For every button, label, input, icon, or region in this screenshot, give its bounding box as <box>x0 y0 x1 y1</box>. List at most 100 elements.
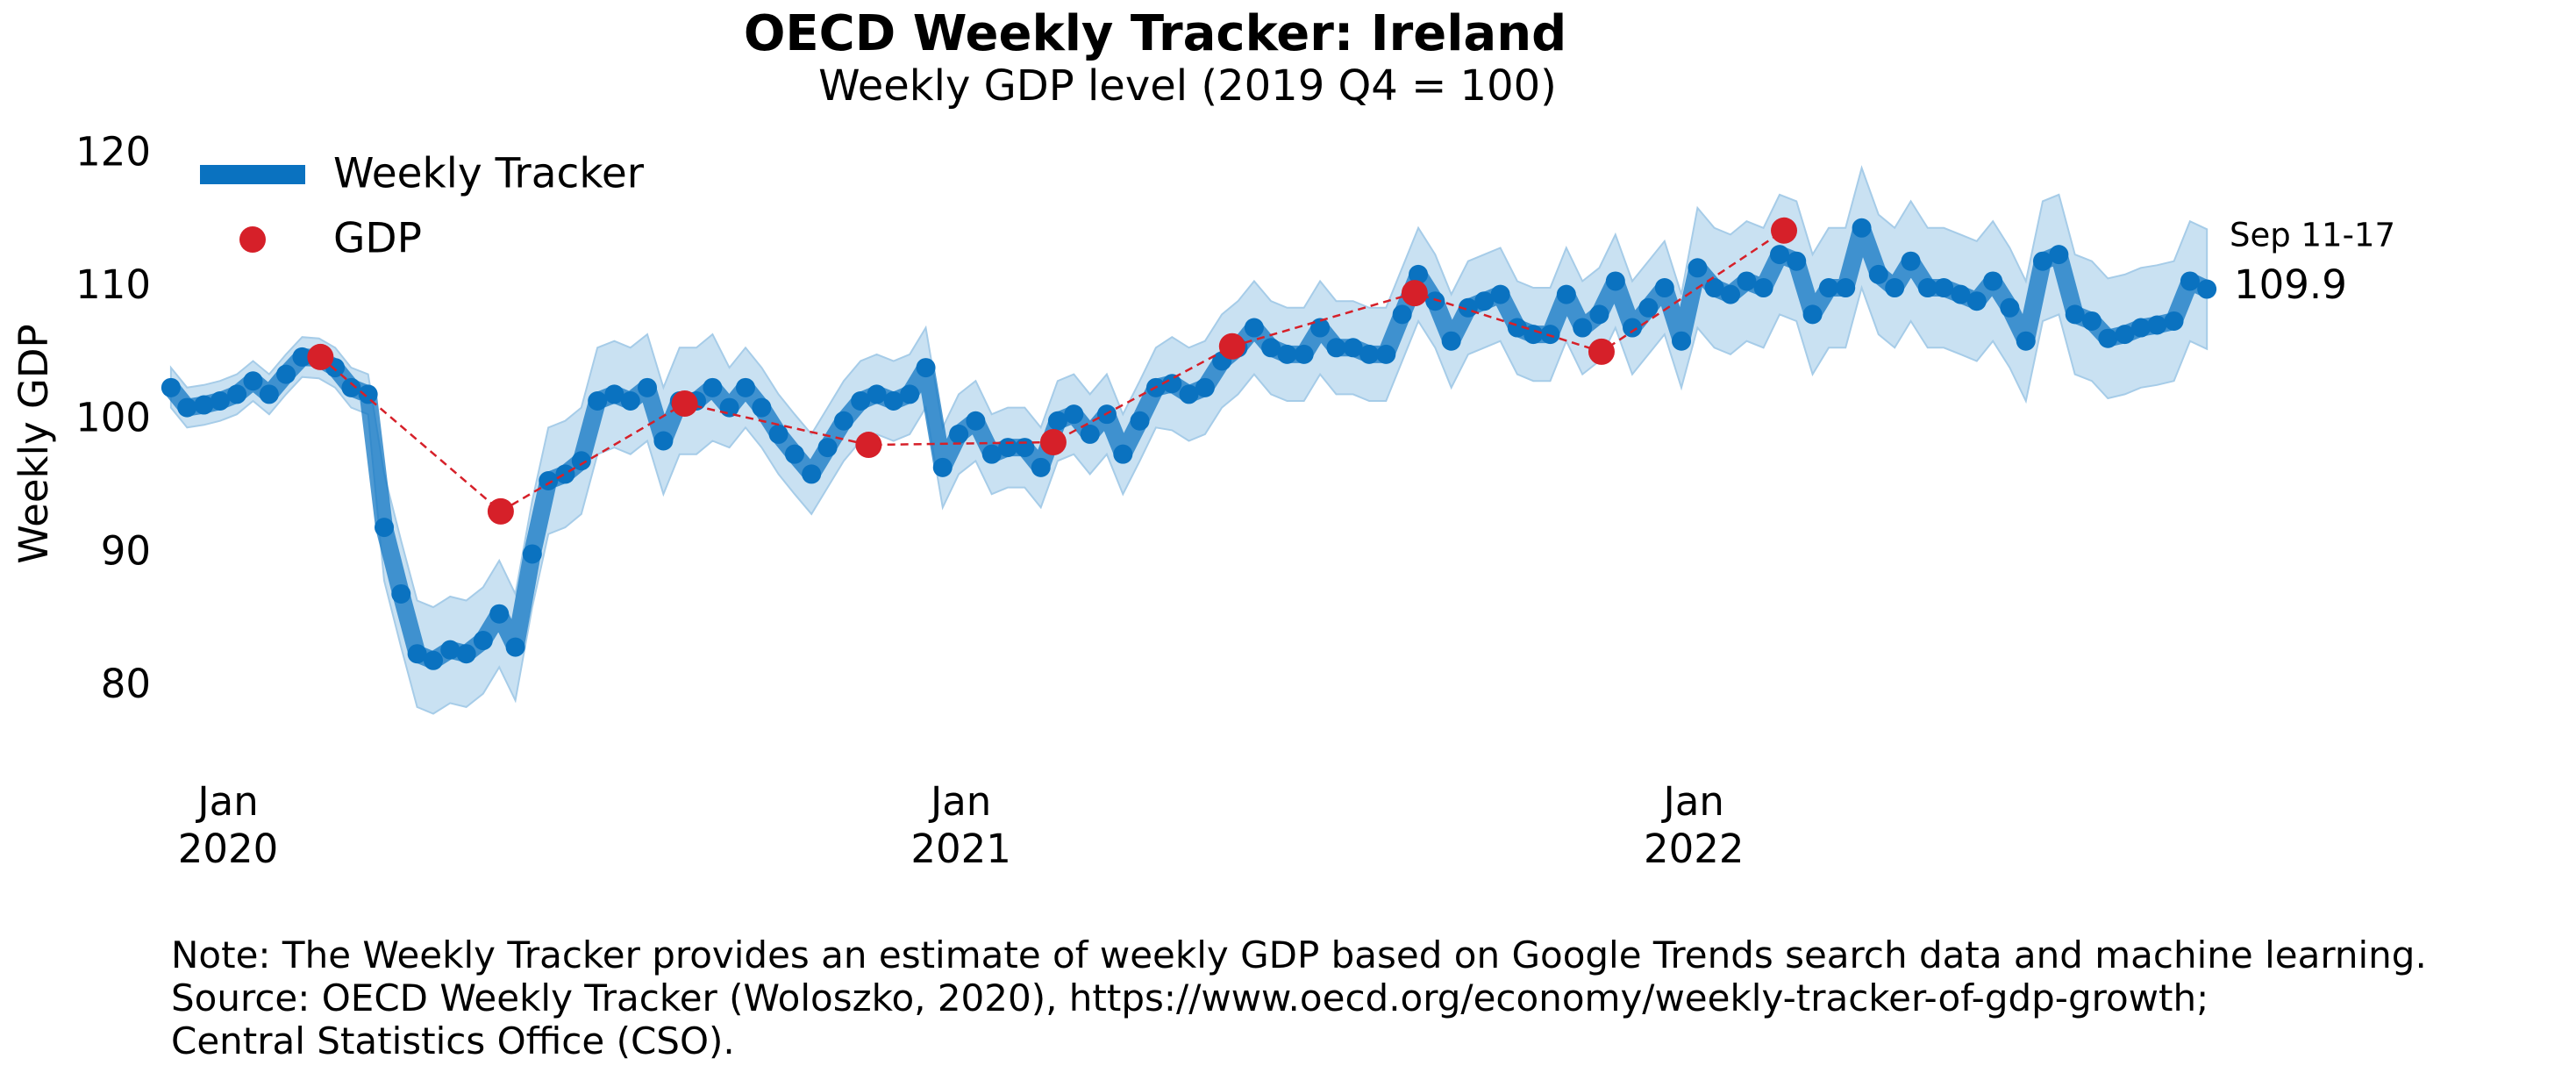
tracker-point <box>1441 331 1461 351</box>
tracker-point <box>505 637 525 657</box>
tracker-point <box>1770 245 1790 265</box>
tracker-point <box>1802 304 1823 325</box>
gdp-point <box>1771 217 1798 244</box>
tracker-point <box>1458 297 1478 318</box>
x-tick-label: Jan 2020 <box>177 778 279 872</box>
tracker-point <box>900 384 920 404</box>
tracker-point <box>1753 278 1773 298</box>
tracker-point <box>1688 258 1708 278</box>
tracker-point <box>2098 328 2118 348</box>
tracker-point <box>1047 411 1067 431</box>
y-tick-label: 100 <box>75 395 151 441</box>
tracker-point <box>1868 264 1888 284</box>
tracker-point <box>752 397 772 418</box>
tracker-point <box>620 390 640 411</box>
tracker-point <box>1836 278 1856 298</box>
tracker-point <box>1917 278 1937 298</box>
tracker-point <box>1359 344 1380 364</box>
tracker-point <box>489 604 510 624</box>
tracker-point <box>522 544 542 564</box>
tracker-point <box>735 377 755 397</box>
tracker-point <box>358 384 378 404</box>
confidence-band <box>169 165 2209 715</box>
tracker-point <box>375 518 395 538</box>
tracker-point <box>1737 271 1757 291</box>
tracker-point <box>2180 271 2200 291</box>
tracker-point <box>1015 438 1035 458</box>
tracker-point <box>833 411 853 431</box>
legend-label: GDP <box>333 215 422 263</box>
tracker-point <box>2147 315 2167 335</box>
note-line: Source: OECD Weekly Tracker (Woloszko, 2… <box>171 976 2209 1019</box>
tracker-point <box>1951 284 1971 304</box>
tracker-point <box>456 644 476 664</box>
legend-swatch <box>243 165 262 184</box>
tracker-point <box>2164 311 2184 331</box>
last-period-label: Sep 11-17 <box>2230 217 2395 254</box>
tracker-point <box>1195 377 1215 397</box>
tracker-point <box>932 457 953 477</box>
legend-swatch <box>239 226 266 253</box>
gdp-point <box>1588 338 1615 365</box>
x-tick-label: Jan 2021 <box>910 778 1011 872</box>
tracker-point <box>981 444 1002 464</box>
tracker-point <box>1787 251 1807 271</box>
gdp-line <box>319 229 1785 513</box>
tracker-point <box>259 384 279 404</box>
tracker-point <box>1130 411 1150 431</box>
tracker-point <box>851 390 871 411</box>
tracker-point <box>473 631 493 651</box>
tracker-point <box>292 347 312 367</box>
tracker-point <box>1113 444 1133 464</box>
gdp-point <box>487 497 514 525</box>
tracker-point <box>2049 245 2069 265</box>
tracker-point <box>1409 264 1429 284</box>
tracker-point <box>424 650 444 670</box>
tracker-point <box>768 424 788 444</box>
tracker-point <box>1261 338 1281 358</box>
chart-title: OECD Weekly Tracker: Ireland <box>744 5 1566 62</box>
x-tick-label: Jan 2022 <box>1643 778 1745 872</box>
tracker-point <box>1392 304 1412 325</box>
gdp-point <box>307 343 334 370</box>
y-tick-label: 110 <box>75 261 151 308</box>
tracker-point <box>2000 297 2020 318</box>
legend-label: Weekly Tracker <box>333 150 645 198</box>
tracker-point <box>1966 291 1987 311</box>
tracker-point <box>1605 271 1625 291</box>
tracker-point <box>703 377 723 397</box>
tracker-point <box>555 464 575 484</box>
tracker-point <box>1704 278 1724 298</box>
tracker-point <box>391 583 411 604</box>
tracker-point <box>1474 291 1495 311</box>
tracker-point <box>1244 318 1264 338</box>
tracker-point <box>407 644 427 664</box>
tracker-point <box>1556 284 1576 304</box>
tracker-point <box>1031 457 1051 477</box>
y-axis-label: Weekly GDP <box>11 324 57 563</box>
tracker-point <box>1818 278 1838 298</box>
tracker-point <box>276 364 296 384</box>
tracker-point <box>2032 251 2052 271</box>
y-tick-label: 90 <box>101 527 151 574</box>
tracker-point <box>588 390 608 411</box>
tracker-point <box>210 390 230 411</box>
gdp-point <box>1039 429 1067 456</box>
tracker-point <box>1540 325 1560 345</box>
tracker-point <box>2081 311 2101 331</box>
tracker-point <box>2197 279 2217 299</box>
tracker-point <box>1901 251 1921 271</box>
tracker-point <box>1490 284 1510 304</box>
gdp-point <box>671 390 698 418</box>
tracker-point <box>1425 291 1445 311</box>
tracker-point <box>1064 404 1084 425</box>
tracker-point <box>998 438 1018 458</box>
tracker-point <box>1080 424 1100 444</box>
tracker-point <box>883 390 903 411</box>
chart-subtitle: Weekly GDP level (2019 Q4 = 100) <box>818 61 1557 111</box>
tracker-point <box>440 640 460 660</box>
tracker-point <box>1934 278 1954 298</box>
y-tick-label: 120 <box>75 128 151 175</box>
last-value-label: 109.9 <box>2234 261 2347 308</box>
